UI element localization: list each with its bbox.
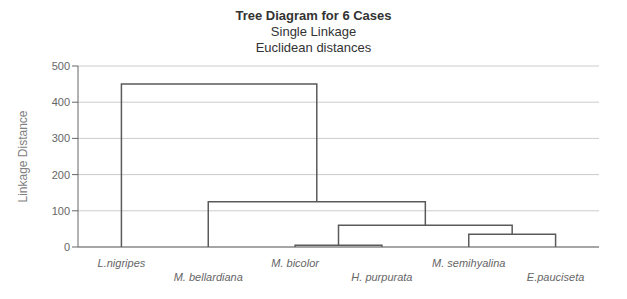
svg-text:500: 500 [52,60,70,72]
html-text:Euclidean distances: Euclidean distances [255,40,372,55]
svg-text:200: 200 [52,169,70,181]
svg-text:100: 100 [52,205,70,217]
svg-text:400: 400 [52,96,70,108]
svg-text:M. semihyalina: M. semihyalina [432,257,505,269]
svg-text:M. bicolor: M. bicolor [271,257,320,269]
html-text:Single Linkage: Single Linkage [270,24,357,39]
svg-text:Linkage Distance: Linkage Distance [16,110,30,202]
svg-text:H. purpurata: H. purpurata [351,271,412,283]
svg-text:0: 0 [64,241,70,253]
svg-text:M. bellardiana: M. bellardiana [174,271,243,283]
svg-text:E.pauciseta: E.pauciseta [527,271,584,283]
svg-text:300: 300 [52,132,70,144]
svg-text:L.nigripes: L.nigripes [98,257,146,269]
html-text:Tree Diagram for 6 Cases: Tree Diagram for 6 Cases [235,8,392,23]
